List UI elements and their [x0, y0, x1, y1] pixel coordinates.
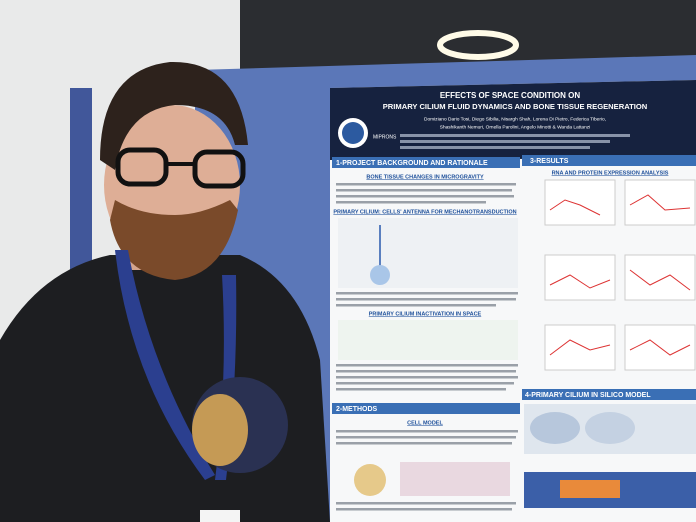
- text-line: [336, 382, 514, 385]
- section-title: 1-PROJECT BACKGROUND AND RATIONALE: [336, 160, 488, 167]
- chart-line: [549, 339, 611, 356]
- beard: [110, 200, 238, 280]
- text-line: [336, 292, 518, 295]
- text-line: [336, 201, 486, 204]
- chart-line: [629, 269, 691, 291]
- hair: [100, 61, 248, 170]
- title: EFFECTS OF SPACE CONDITION ON: [440, 91, 581, 100]
- section-bar: [522, 155, 696, 166]
- result-chart: [624, 254, 696, 301]
- section-title: 2-METHODS: [336, 406, 378, 413]
- result-chart: [544, 254, 616, 301]
- glasses: [115, 147, 169, 187]
- chart-line: [549, 274, 611, 289]
- text-line: [336, 388, 506, 391]
- text-line: [336, 502, 516, 505]
- result-chart: [544, 324, 616, 371]
- silico-simulation: [560, 480, 620, 498]
- cilium-drawing: [370, 265, 390, 285]
- badge: [200, 510, 240, 522]
- affiliation-line: [400, 140, 610, 143]
- silico-figure: [530, 412, 580, 444]
- subsection-title: RNA AND PROTEIN EXPRESSION ANALYSIS: [552, 170, 669, 176]
- section-title: 3-RESULTS: [530, 158, 569, 165]
- text-line: [336, 195, 514, 198]
- chart-line: [629, 194, 691, 211]
- chart-line: [629, 339, 691, 356]
- section-bar: [332, 403, 520, 414]
- text-line: [336, 442, 512, 445]
- subsection-title: PRIMARY CILIUM INACTIVATION IN SPACE: [369, 311, 482, 317]
- text-line: [336, 376, 518, 379]
- authors: Domiziano Dario Tosi, Diego Sibilia, Nis…: [424, 116, 606, 122]
- authors: Shashikanth Nemuri, Ornella Parolini, An…: [440, 124, 590, 130]
- logo-inner: [342, 122, 364, 144]
- affiliation-line: [400, 134, 630, 137]
- text-line: [336, 304, 496, 307]
- text-line: [336, 189, 512, 192]
- result-chart: [624, 179, 696, 226]
- section-bar: [522, 389, 696, 400]
- inactivation-figure: [338, 320, 518, 360]
- glasses: [192, 149, 246, 189]
- text-line: [336, 370, 516, 373]
- ceiling-lamp: [437, 30, 519, 60]
- subsection-title: PRIMARY CILIUM: CELLS' ANTENNA FOR MECHA…: [333, 209, 516, 215]
- section-bar: [332, 157, 520, 168]
- text-line: [336, 364, 518, 367]
- silico-figure: [585, 412, 635, 444]
- cell-image: [400, 462, 510, 496]
- subsection-title: BONE TISSUE CHANGES IN MICROGRAVITY: [366, 174, 484, 180]
- affiliation-line: [400, 146, 590, 149]
- title: PRIMARY CILIUM FLUID DYNAMICS AND BONE T…: [383, 102, 648, 111]
- chart-line: [549, 199, 601, 216]
- result-chart: [544, 179, 616, 226]
- cell-image: [354, 464, 386, 496]
- subsection-title: CELL MODEL: [407, 420, 443, 426]
- cilium-figure: [338, 218, 518, 288]
- lanyard: [115, 250, 215, 480]
- text-line: [336, 183, 516, 186]
- logo-text: MIPRONS: [373, 134, 397, 140]
- text-line: [336, 508, 512, 511]
- shirt-graphic: [192, 394, 248, 466]
- section-title: 4-PRIMARY CILIUM IN SILICO MODEL: [525, 392, 651, 399]
- text-line: [336, 436, 516, 439]
- text-line: [336, 430, 518, 433]
- text-line: [336, 298, 516, 301]
